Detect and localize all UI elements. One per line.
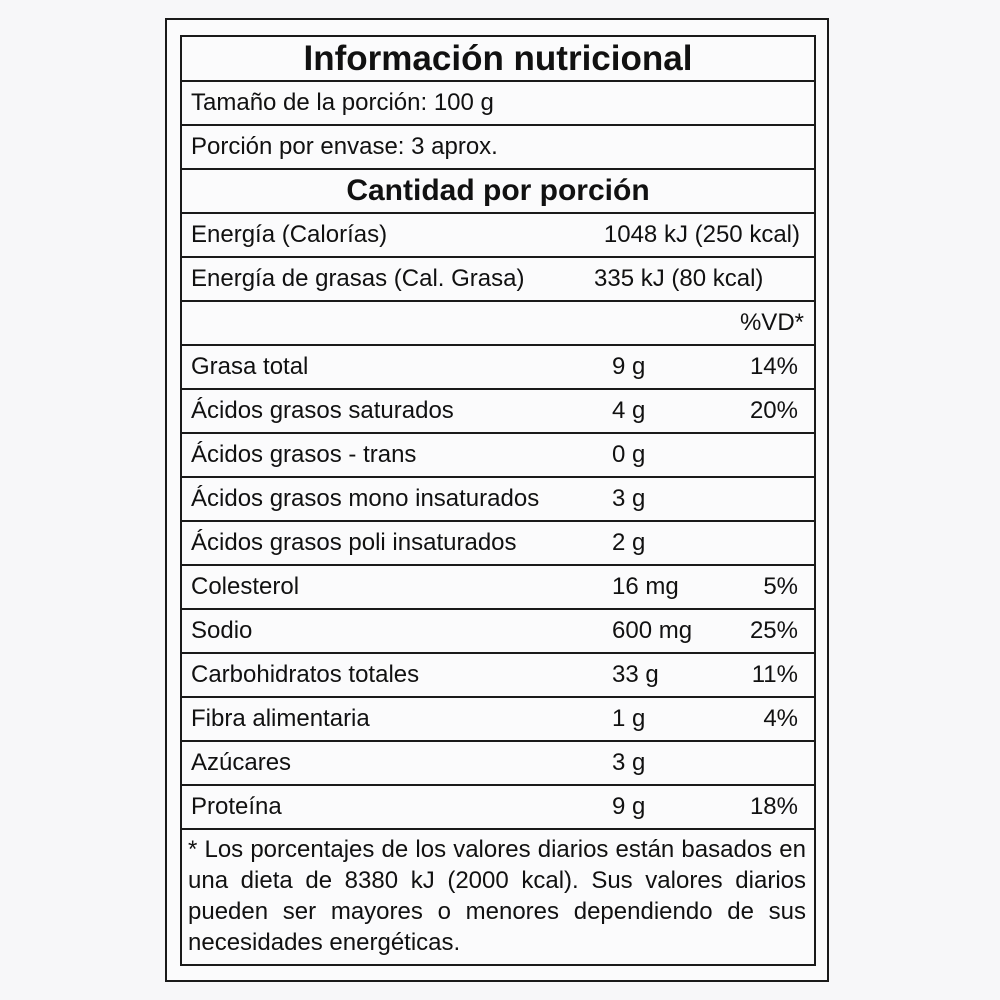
nutrient-name: Carbohidratos totales <box>191 661 420 688</box>
nutrient-amount: 9 g <box>612 353 646 380</box>
nutrient-name: Grasa total <box>191 353 309 380</box>
nutrient-dv: 20% <box>749 397 798 424</box>
nutrient-dv: 11% <box>751 661 798 688</box>
serving-size: Tamaño de la porción: 100 g <box>191 89 494 116</box>
nutrient-row: Ácidos grasos - trans 0 g <box>182 434 814 478</box>
nutrient-amount: 3 g <box>612 749 646 776</box>
nutrient-name: Colesterol <box>191 573 300 600</box>
nutrient-name: Ácidos grasos - trans <box>191 441 417 468</box>
nutrient-row: Ácidos grasos saturados 4 g 20% <box>182 390 814 434</box>
amount-per-serving-header: Cantidad por porción <box>182 170 814 214</box>
nutrient-amount: 600 mg <box>612 617 693 644</box>
nutrient-row: Fibra alimentaria 1 g 4% <box>182 698 814 742</box>
nutrient-name: Proteína <box>191 793 282 820</box>
nutrient-name: Ácidos grasos poli insaturados <box>191 529 517 556</box>
energy-value: 1048 kJ (250 kcal) <box>603 221 800 248</box>
footnote: * Los porcentajes de los valores diarios… <box>188 836 806 956</box>
fat-energy-label: Energía de grasas (Cal. Grasa) <box>191 265 525 292</box>
nutrient-row: Grasa total 9 g 14% <box>182 346 814 390</box>
nutrient-row: Proteína 9 g 18% <box>182 786 814 830</box>
nutrient-name: Fibra alimentaria <box>191 705 370 732</box>
energy-row: Energía (Calorías) 1048 kJ (250 kcal) <box>182 214 814 258</box>
fat-energy-row: Energía de grasas (Cal. Grasa) 335 kJ (8… <box>182 258 814 302</box>
label-title: Información nutricional <box>182 37 814 82</box>
nutrient-row: Ácidos grasos mono insaturados 3 g <box>182 478 814 522</box>
energy-label: Energía (Calorías) <box>191 221 388 248</box>
servings-per-container-row: Porción por envase: 3 aprox. <box>182 126 814 170</box>
nutrient-name: Sodio <box>191 617 253 644</box>
nutrient-amount: 33 g <box>612 661 659 688</box>
nutrient-name: Ácidos grasos saturados <box>191 397 454 424</box>
nutrient-row: Azúcares 3 g <box>182 742 814 786</box>
nutrient-row: Colesterol 16 mg 5% <box>182 566 814 610</box>
nutrient-row: Carbohidratos totales 33 g 11% <box>182 654 814 698</box>
nutrition-facts-table: Información nutricional Tamaño de la por… <box>180 35 816 966</box>
nutrient-dv: 5% <box>763 573 798 600</box>
nutrient-amount: 2 g <box>612 529 646 556</box>
nutrient-dv: 4% <box>763 705 798 732</box>
dv-header-row: %VD* <box>182 302 814 346</box>
nutrient-dv: 14% <box>749 353 798 380</box>
fat-energy-value: 335 kJ (80 kcal) <box>594 265 764 292</box>
nutrient-amount: 9 g <box>612 793 646 820</box>
servings-per-container: Porción por envase: 3 aprox. <box>191 133 498 160</box>
dv-header: %VD* <box>739 309 804 336</box>
nutrient-amount: 16 mg <box>612 573 679 600</box>
nutrient-row: Ácidos grasos poli insaturados 2 g <box>182 522 814 566</box>
nutrient-dv: 18% <box>749 793 798 820</box>
nutrient-amount: 3 g <box>612 485 646 512</box>
nutrient-name: Azúcares <box>191 749 292 776</box>
nutrient-row: Sodio 600 mg 25% <box>182 610 814 654</box>
serving-size-row: Tamaño de la porción: 100 g <box>182 82 814 126</box>
label-outer-border <box>165 18 829 982</box>
nutrient-amount: 4 g <box>612 397 646 424</box>
nutrient-amount: 0 g <box>612 441 646 468</box>
nutrient-dv: 25% <box>749 617 798 644</box>
nutrient-amount: 1 g <box>612 705 646 732</box>
nutrient-name: Ácidos grasos mono insaturados <box>191 485 540 512</box>
